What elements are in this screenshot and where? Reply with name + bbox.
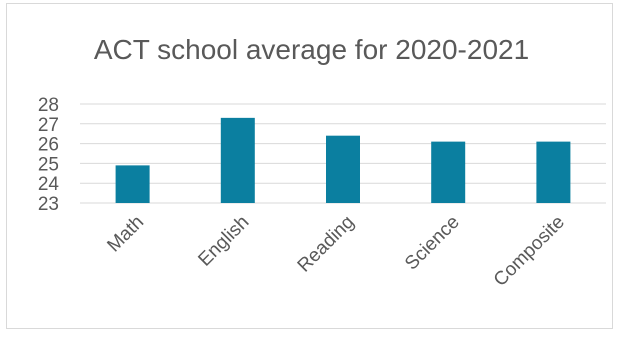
y-tick-label: 25 xyxy=(38,154,59,175)
y-tick-label: 28 xyxy=(38,95,59,116)
bar-science xyxy=(431,141,466,203)
y-tick-label: 26 xyxy=(38,135,59,156)
x-tick-label: Math xyxy=(103,212,148,257)
bars xyxy=(115,117,571,203)
x-axis-labels: Math English Reading Science Composite xyxy=(103,212,569,291)
y-tick-label: 24 xyxy=(38,174,60,195)
bar-composite xyxy=(536,141,571,203)
bar-reading xyxy=(326,135,360,203)
x-tick-label: Reading xyxy=(294,212,359,277)
y-tick-label: 27 xyxy=(38,115,59,136)
chart-frame xyxy=(6,3,613,329)
x-tick-label: Composite xyxy=(490,212,569,291)
x-tick-label: Science xyxy=(401,212,464,275)
x-tick-label: English xyxy=(194,212,253,271)
chart-title: ACT school average for 2020-2021 xyxy=(93,34,530,65)
bar-math xyxy=(115,165,150,203)
bar-english xyxy=(220,117,255,203)
y-tick-label: 23 xyxy=(38,194,59,215)
